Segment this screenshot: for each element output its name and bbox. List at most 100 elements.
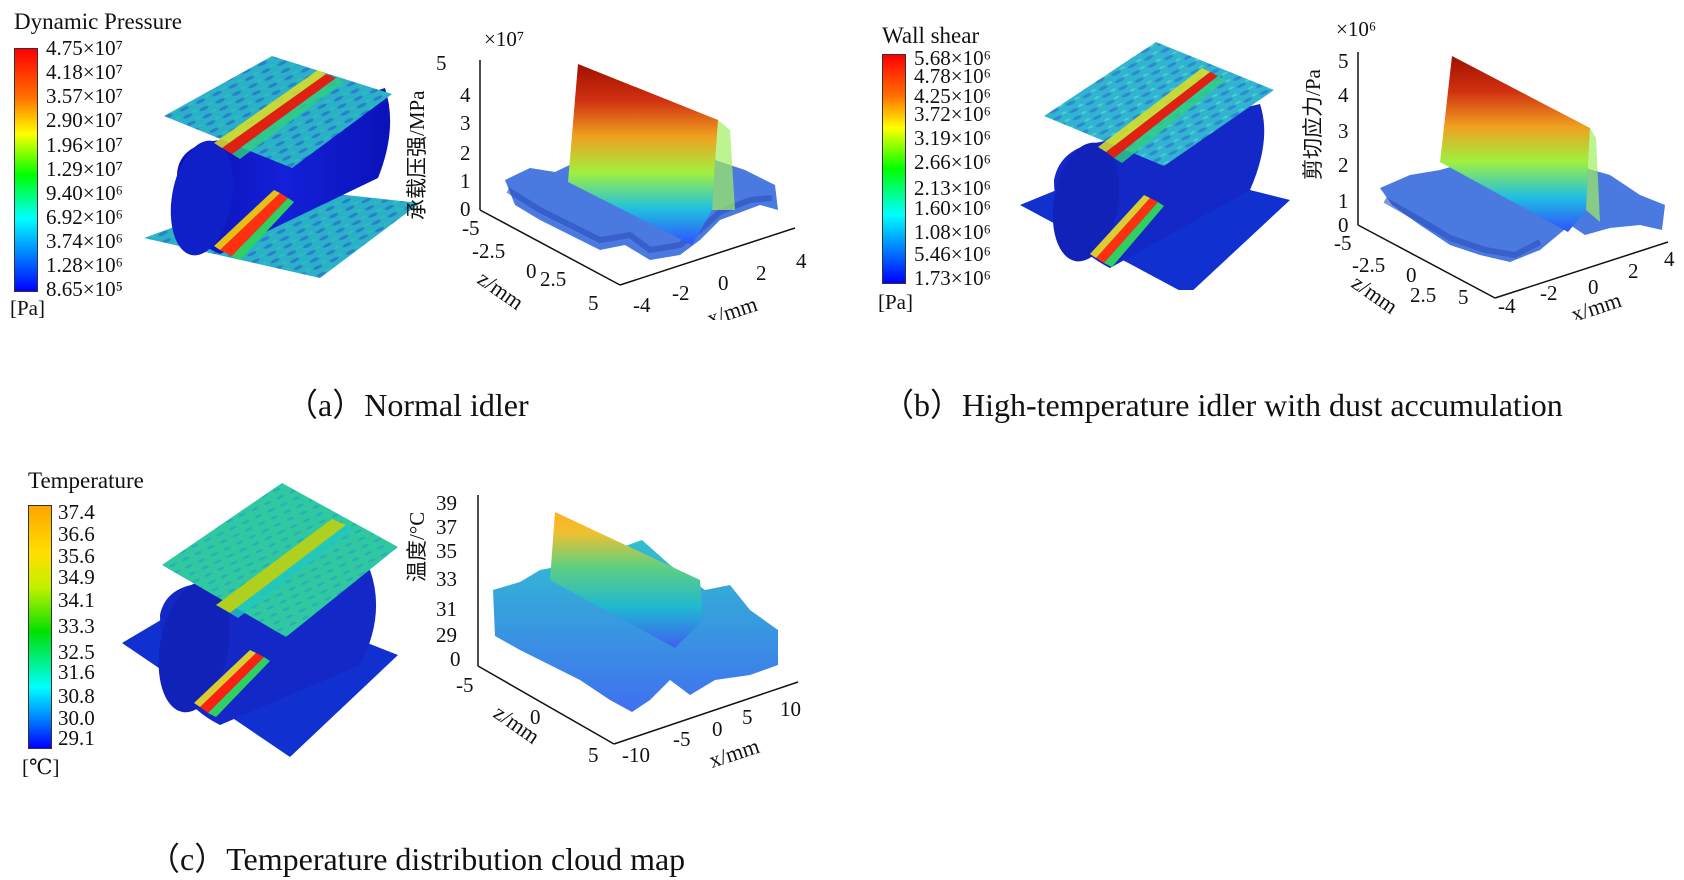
z-tick: 2 (460, 141, 471, 165)
depth-tick: 0 (530, 705, 541, 729)
colorbar-label: 30.8 (58, 684, 95, 708)
depth-axis-label: z/mm (1347, 270, 1402, 319)
x-tick: 4 (1664, 247, 1675, 271)
panel-caption: （a）Normal idler (286, 387, 529, 423)
x-tick: 10 (780, 697, 801, 721)
colorbar-label: 30.0 (58, 706, 95, 730)
z-tick: 5 (1338, 49, 1349, 73)
contour-title: Wall shear (882, 23, 980, 48)
z-tick: 31 (436, 597, 457, 621)
colorbar-label: 3.57×10⁷ (46, 84, 123, 108)
x-tick: -4 (633, 293, 651, 317)
colorbar-label: 3.19×10⁶ (914, 126, 991, 150)
colorbar-label: 3.72×10⁶ (914, 102, 991, 126)
colorbar-label: 34.9 (58, 565, 95, 589)
contour-title: Temperature (28, 468, 144, 493)
colorbar-label: 1.29×10⁷ (46, 157, 123, 181)
colorbar (14, 48, 38, 292)
surface-plot: 5 4 3 2 1 0 ×10⁷ -5 -2.5 0 2.5 5 z/mm -4… (405, 27, 807, 320)
x-tick: 0 (1588, 275, 1599, 299)
colorbar-label: 29.1 (58, 726, 95, 750)
x-axis-label: x/mm (704, 291, 761, 320)
depth-tick: 2.5 (540, 267, 566, 291)
value-axis-label: 温度/°C (405, 512, 429, 582)
value-axis-label: 承载压强/MPa (405, 90, 429, 220)
surface-plot: 5 4 3 2 1 0 ×10⁶ -5 -2.5 0 2.5 5 z/mm -4… (1301, 17, 1675, 320)
colorbar-label: 4.78×10⁶ (914, 64, 991, 88)
depth-tick: -5 (462, 216, 480, 240)
colorbar-unit: [℃] (22, 755, 60, 779)
z-tick: 29 (436, 623, 457, 647)
depth-tick: 5 (588, 291, 599, 315)
depth-tick: 0 (1406, 263, 1417, 287)
colorbar-label: 4.25×10⁶ (914, 84, 991, 108)
idler-contour-render (122, 483, 398, 757)
colorbar-label: 4.18×10⁷ (46, 60, 123, 84)
axis-multiplier: ×10⁷ (484, 27, 524, 51)
colorbar-label: 2.90×10⁷ (46, 108, 123, 132)
colorbar-label: 34.1 (58, 588, 95, 612)
colorbar-label: 2.66×10⁶ (914, 150, 991, 174)
colorbar (28, 505, 52, 749)
x-tick: -4 (1498, 294, 1516, 318)
z-tick: 0 (450, 647, 461, 671)
z-tick: 33 (436, 567, 457, 591)
depth-tick: 0 (526, 259, 537, 283)
colorbar-label: 1.60×10⁶ (914, 196, 991, 220)
panel-caption: （c）Temperature distribution cloud map (148, 841, 686, 877)
z-tick: 35 (436, 539, 457, 563)
colorbar-label: 6.92×10⁶ (46, 205, 123, 229)
z-tick: 4 (1338, 83, 1349, 107)
depth-tick: -5 (456, 673, 474, 697)
x-tick: -10 (622, 743, 650, 767)
colorbar-unit: [Pa] (878, 290, 913, 314)
depth-tick: 5 (588, 743, 599, 767)
colorbar (882, 54, 906, 284)
colorbar-label: 5.68×10⁶ (914, 46, 991, 70)
depth-axis-label: z/mm (473, 266, 528, 315)
x-tick: 5 (742, 705, 753, 729)
z-tick: 2 (1338, 153, 1349, 177)
depth-tick: -2.5 (1352, 253, 1385, 277)
colorbar-unit: [Pa] (10, 296, 45, 320)
x-tick: 0 (718, 271, 729, 295)
z-tick: 0 (1338, 213, 1349, 237)
colorbar-label: 2.13×10⁶ (914, 176, 991, 200)
colorbar-label: 9.40×10⁶ (46, 181, 123, 205)
x-tick: 0 (712, 717, 723, 741)
z-tick: 39 (436, 491, 457, 515)
contour-title: Dynamic Pressure (14, 9, 182, 34)
z-tick: 0 (460, 197, 471, 221)
x-tick: 2 (756, 261, 767, 285)
colorbar-label: 1.28×10⁶ (46, 253, 123, 277)
depth-tick: 2.5 (1410, 283, 1436, 307)
colorbar-label: 31.6 (58, 660, 95, 684)
value-axis-label: 剪切应力/Pa (1301, 68, 1325, 180)
colorbar-label: 5.46×10⁶ (914, 242, 991, 266)
colorbar-label: 37.4 (58, 500, 95, 524)
colorbar-label: 4.75×10⁷ (46, 36, 123, 60)
colorbar-label: 3.74×10⁶ (46, 229, 123, 253)
depth-tick: -2.5 (472, 239, 505, 263)
x-tick: 4 (796, 249, 807, 273)
x-tick: 2 (1628, 259, 1639, 283)
axis-multiplier: ×10⁶ (1336, 17, 1376, 41)
z-tick: 5 (436, 51, 447, 75)
panel-caption: （b）High-temperature idler with dust accu… (882, 387, 1563, 423)
z-tick: 3 (460, 111, 471, 135)
colorbar-label: 36.6 (58, 522, 95, 546)
z-tick: 1 (1338, 189, 1349, 213)
colorbar-label: 1.96×10⁷ (46, 133, 123, 157)
colorbar-label: 32.5 (58, 640, 95, 664)
depth-tick: -5 (1334, 231, 1352, 255)
x-tick: -5 (673, 727, 691, 751)
x-tick: -2 (1540, 281, 1558, 305)
surface-plot: 39 37 35 33 31 29 0 -5 0 5 z/mm -10 -5 0… (405, 491, 801, 773)
x-tick: -2 (672, 281, 690, 305)
colorbar-label: 1.08×10⁶ (914, 220, 991, 244)
idler-contour-render (1020, 42, 1290, 290)
colorbar-label: 33.3 (58, 614, 95, 638)
z-tick: 4 (460, 83, 471, 107)
idler-contour-render (144, 56, 420, 278)
colorbar-label: 1.73×10⁶ (914, 266, 991, 290)
